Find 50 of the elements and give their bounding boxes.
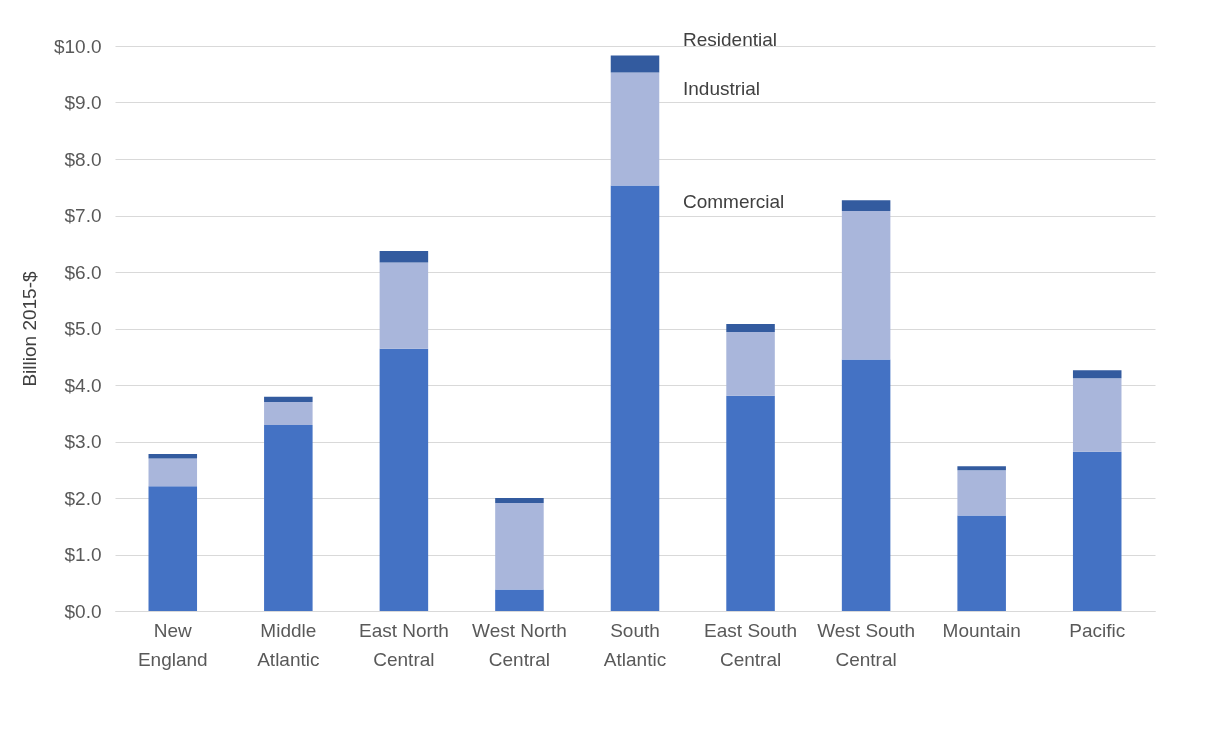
- bar: [841, 359, 891, 611]
- bar: [495, 503, 544, 590]
- y-tick-label: $4.0: [64, 374, 102, 396]
- bar: [495, 589, 544, 611]
- x-tick-label: East North Central: [359, 619, 449, 670]
- bar: [379, 262, 429, 349]
- bar: [264, 401, 313, 426]
- bar: [610, 185, 660, 611]
- x-tick-label: South Atlantic: [603, 619, 667, 670]
- y-axis-title: Billion 2015-$: [18, 271, 40, 387]
- bar: [1072, 451, 1122, 611]
- bar: [726, 323, 775, 332]
- y-tick-label: $1.0: [64, 544, 102, 565]
- y-tick-label: $8.0: [64, 148, 102, 170]
- y-tick-label: $0.0: [64, 600, 102, 622]
- bar: [264, 425, 313, 611]
- bar: [610, 55, 660, 73]
- x-tick-label: Mountain: [942, 619, 1021, 641]
- bar: [726, 395, 775, 611]
- y-tick-label: $2.0: [64, 487, 102, 509]
- series-label: Residential: [683, 28, 777, 50]
- x-tick-label: West North Central: [472, 619, 567, 670]
- bar: [379, 348, 429, 611]
- x-tick-label: New England: [137, 619, 208, 670]
- y-tick-label: $5.0: [64, 318, 102, 339]
- bar: [148, 486, 198, 611]
- bar: [726, 331, 775, 396]
- bar: [495, 498, 544, 504]
- x-tick-label: Middle Atlantic: [257, 619, 320, 670]
- y-tick-label: $9.0: [64, 92, 102, 113]
- bar: [841, 210, 891, 360]
- bar: [610, 72, 660, 186]
- bar: [957, 466, 1006, 471]
- series-label: Commercial: [683, 190, 785, 212]
- x-tick-label: Pacific: [1069, 619, 1126, 641]
- y-tick-label: $6.0: [64, 261, 102, 283]
- series-label: Industrial: [683, 77, 761, 99]
- bar: [1072, 370, 1122, 379]
- bar: [1072, 378, 1122, 452]
- bar: [957, 470, 1006, 516]
- bar: [264, 396, 313, 402]
- bar: [957, 515, 1006, 611]
- bar: [841, 200, 891, 211]
- y-tick-label: $10.0: [53, 35, 102, 57]
- x-tick-label: West South Central: [817, 619, 916, 670]
- y-tick-label: $7.0: [64, 205, 102, 226]
- bar: [379, 251, 429, 263]
- x-tick-label: East South Central: [704, 619, 798, 670]
- y-tick-label: $3.0: [64, 431, 102, 452]
- bar: [148, 458, 198, 487]
